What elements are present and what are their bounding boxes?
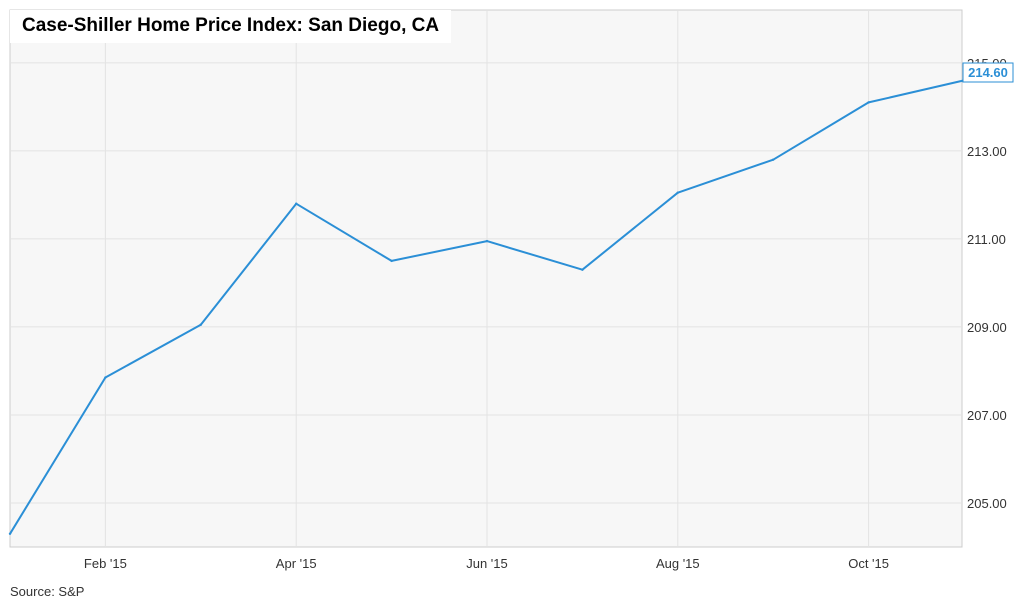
x-tick-label: Aug '15 xyxy=(656,556,700,571)
data-point xyxy=(8,532,12,535)
y-tick-label: 207.00 xyxy=(967,408,1007,423)
x-axis-tick-labels: Feb '15 Apr '15 Jun '15 Aug '15 Oct '15 xyxy=(84,556,889,571)
last-value-box xyxy=(962,62,1014,83)
vertical-gridlines xyxy=(104,10,870,547)
y-tick-label: 209.00 xyxy=(967,320,1007,335)
y-tick-label: 211.00 xyxy=(967,232,1006,247)
plot-area xyxy=(9,9,963,548)
source-note: Source: S&P xyxy=(10,584,85,599)
x-tick-label: Oct '15 xyxy=(848,556,889,571)
data-point xyxy=(867,101,870,104)
data-point xyxy=(485,239,489,243)
data-point xyxy=(772,158,775,161)
last-value-label: 214.60 xyxy=(968,65,1008,80)
data-point xyxy=(581,268,584,271)
y-tick-label: 213.00 xyxy=(967,144,1007,159)
y-tick-label: 205.00 xyxy=(967,496,1007,511)
x-tick-label: Feb '15 xyxy=(84,556,127,571)
data-point xyxy=(199,323,202,326)
data-point xyxy=(104,376,107,379)
data-point xyxy=(295,202,298,205)
data-point xyxy=(390,259,393,263)
data-point xyxy=(676,191,679,194)
x-tick-label: Apr '15 xyxy=(276,556,317,571)
x-tick-label: Jun '15 xyxy=(466,556,508,571)
last-value-marker: 214.60 xyxy=(962,62,1014,83)
horizontal-gridlines xyxy=(10,62,962,504)
chart-title: Case-Shiller Home Price Index: San Diego… xyxy=(10,10,452,43)
